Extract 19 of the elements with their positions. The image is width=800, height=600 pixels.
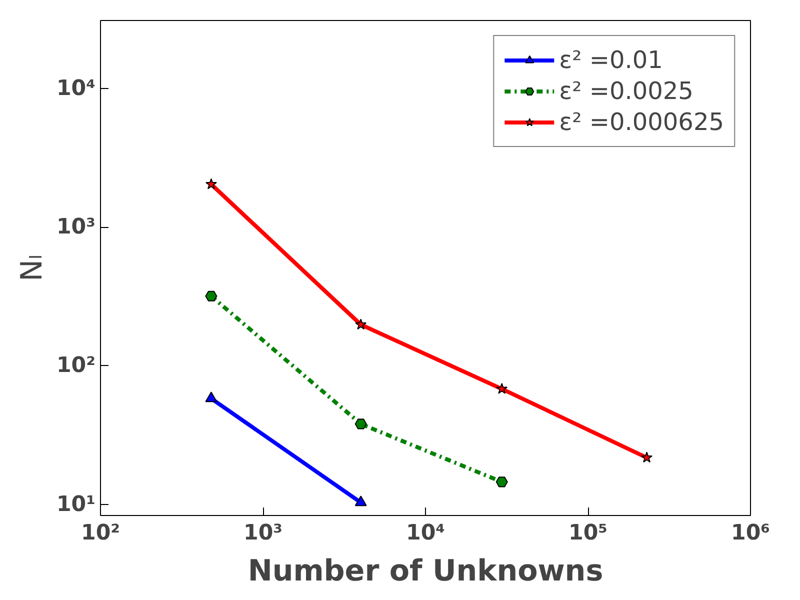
y-tick-label: 10⁴: [56, 76, 96, 102]
point: [205, 290, 218, 302]
x-tick-label: 10⁴: [406, 520, 446, 546]
x-tick-label: 10⁶: [730, 520, 770, 546]
y-axis-title: Nₗ: [14, 254, 48, 282]
x-axis-title: Number of Unknowns: [248, 554, 604, 588]
x-tick-label: 10²: [80, 520, 120, 546]
x-tick-label: 10³: [243, 520, 283, 546]
point: [496, 382, 508, 394]
point: [641, 452, 653, 463]
legend-label: ε² =0.0025: [559, 77, 694, 105]
x-tick-label: 10⁵: [568, 520, 608, 546]
legend-label: ε² =0.01: [559, 46, 663, 74]
y-tick-label: 10³: [56, 214, 96, 240]
point: [496, 476, 508, 488]
y-tick-label: 10¹: [56, 492, 96, 517]
legend-label: ε² =0.000625: [559, 108, 724, 136]
y-tick-label: 10²: [56, 353, 96, 378]
point: [205, 178, 217, 190]
